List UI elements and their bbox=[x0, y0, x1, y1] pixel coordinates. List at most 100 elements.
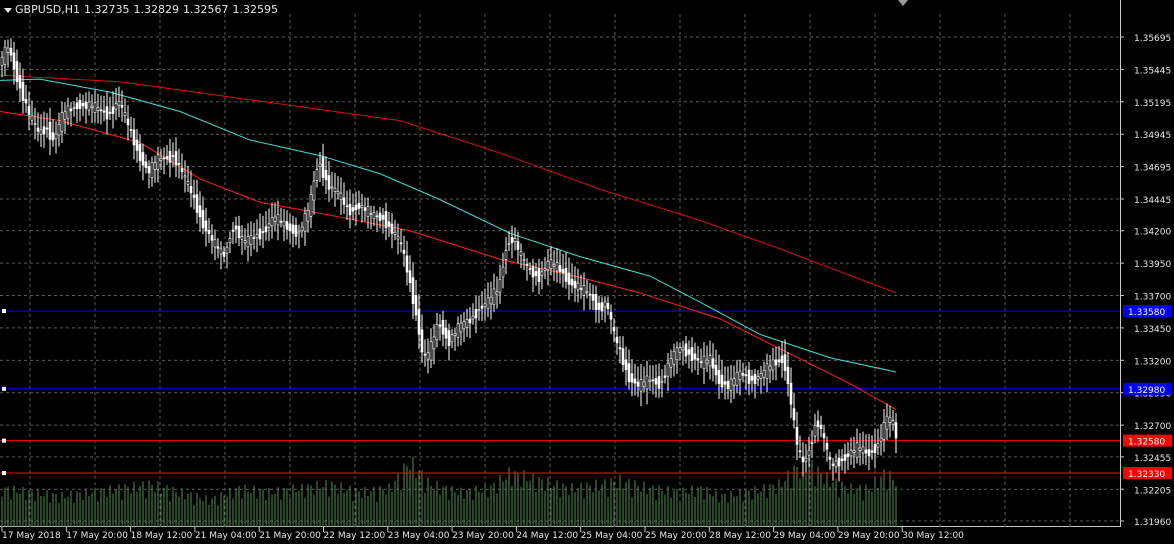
time-axis-label: 25 May 04:00 bbox=[581, 531, 643, 541]
candle-body bbox=[582, 285, 586, 296]
candle-body bbox=[708, 355, 712, 367]
candle-body bbox=[558, 265, 562, 272]
candle-body bbox=[252, 237, 256, 239]
candle-body bbox=[576, 282, 580, 291]
time-axis-label: 17 May 20:00 bbox=[66, 531, 128, 541]
candle-body bbox=[879, 437, 883, 442]
candle-body bbox=[84, 101, 88, 109]
candle-body bbox=[477, 309, 481, 312]
low-value: 1.32567 bbox=[182, 3, 229, 16]
level-line-handle[interactable] bbox=[2, 438, 6, 443]
candle-body bbox=[291, 224, 295, 234]
candle-body bbox=[432, 336, 436, 350]
candle-body bbox=[444, 327, 448, 339]
candle-body bbox=[93, 102, 97, 114]
candle-body bbox=[501, 266, 505, 278]
chart-shift-marker-icon[interactable] bbox=[898, 0, 908, 6]
candle-body bbox=[756, 376, 760, 380]
candle-body bbox=[375, 215, 379, 218]
price-axis-label: 1.35695 bbox=[1134, 34, 1171, 44]
price-axis-label: 1.33450 bbox=[1134, 325, 1171, 335]
candle-body bbox=[852, 450, 856, 453]
candle-body bbox=[162, 157, 166, 160]
candle-body bbox=[36, 127, 40, 132]
candle-body bbox=[570, 278, 574, 286]
candle-body bbox=[729, 378, 733, 391]
candle-body bbox=[777, 359, 781, 363]
candle-body bbox=[546, 261, 550, 271]
candle-body bbox=[9, 47, 13, 56]
candle-body bbox=[153, 162, 157, 170]
candle-body bbox=[834, 460, 838, 468]
candle-body bbox=[486, 297, 490, 310]
candle-body bbox=[399, 242, 403, 245]
candle-body bbox=[195, 194, 199, 213]
candle-body bbox=[384, 211, 388, 229]
candle-body bbox=[750, 375, 754, 381]
candle-body bbox=[240, 236, 244, 240]
candle-body bbox=[393, 231, 397, 235]
candle-body bbox=[108, 111, 112, 114]
candle-body bbox=[843, 454, 847, 461]
candle-body bbox=[339, 192, 343, 200]
time-axis-label: 23 May 20:00 bbox=[452, 531, 514, 541]
candle-body bbox=[165, 156, 169, 160]
candle-body bbox=[537, 268, 541, 282]
time-axis-label: 30 May 12:00 bbox=[902, 531, 964, 541]
candle-body bbox=[735, 371, 739, 386]
candle-body bbox=[234, 225, 238, 230]
candle-body bbox=[480, 305, 484, 309]
candle-body bbox=[327, 175, 331, 190]
time-axis-label: 28 May 12:00 bbox=[709, 531, 771, 541]
candle-body bbox=[390, 223, 394, 234]
candle-body bbox=[495, 291, 499, 295]
candle-body bbox=[801, 456, 805, 463]
level-price-tag-label: 1.32580 bbox=[1128, 438, 1165, 448]
symbol-menu-icon[interactable] bbox=[4, 7, 12, 13]
candle-body bbox=[483, 303, 487, 307]
candle-body bbox=[549, 259, 553, 269]
candle-body bbox=[186, 181, 190, 185]
candle-body bbox=[456, 323, 460, 338]
level-line-handle[interactable] bbox=[2, 386, 6, 391]
level-price-tag-label: 1.32330 bbox=[1128, 470, 1165, 480]
candle-body bbox=[687, 349, 691, 355]
candle-body bbox=[417, 309, 421, 335]
price-axis-label: 1.31960 bbox=[1134, 518, 1171, 528]
candle-body bbox=[438, 324, 442, 327]
candle-body bbox=[681, 346, 685, 351]
candle-body bbox=[888, 417, 892, 423]
candle-body bbox=[867, 449, 871, 457]
candle-body bbox=[285, 221, 289, 230]
candle-body bbox=[468, 318, 472, 324]
candle-body bbox=[594, 293, 598, 311]
candle-body bbox=[609, 312, 613, 320]
price-axis-label: 1.35445 bbox=[1134, 66, 1171, 76]
candle-body bbox=[0, 56, 4, 66]
candle-body bbox=[21, 81, 25, 101]
level-line-handle[interactable] bbox=[2, 471, 6, 476]
candle-body bbox=[693, 353, 697, 360]
candle-body bbox=[648, 379, 652, 382]
candle-body bbox=[534, 271, 538, 276]
candle-body bbox=[621, 348, 625, 365]
candle-body bbox=[642, 381, 646, 387]
candle-body bbox=[102, 110, 106, 113]
candle-body bbox=[183, 175, 187, 178]
moving-average-line bbox=[0, 78, 897, 373]
candle-body bbox=[51, 132, 55, 141]
candle-body bbox=[66, 105, 70, 119]
candle-body bbox=[42, 126, 46, 135]
candle-body bbox=[111, 106, 115, 114]
candle-body bbox=[300, 226, 304, 232]
candle-body bbox=[33, 123, 37, 125]
candle-body bbox=[678, 347, 682, 353]
candle-body bbox=[720, 374, 724, 388]
candle-body bbox=[810, 442, 814, 445]
candle-body bbox=[243, 240, 247, 244]
level-line-handle[interactable] bbox=[2, 309, 6, 314]
level-price-tag bbox=[1123, 467, 1172, 480]
candle-body bbox=[492, 288, 496, 306]
